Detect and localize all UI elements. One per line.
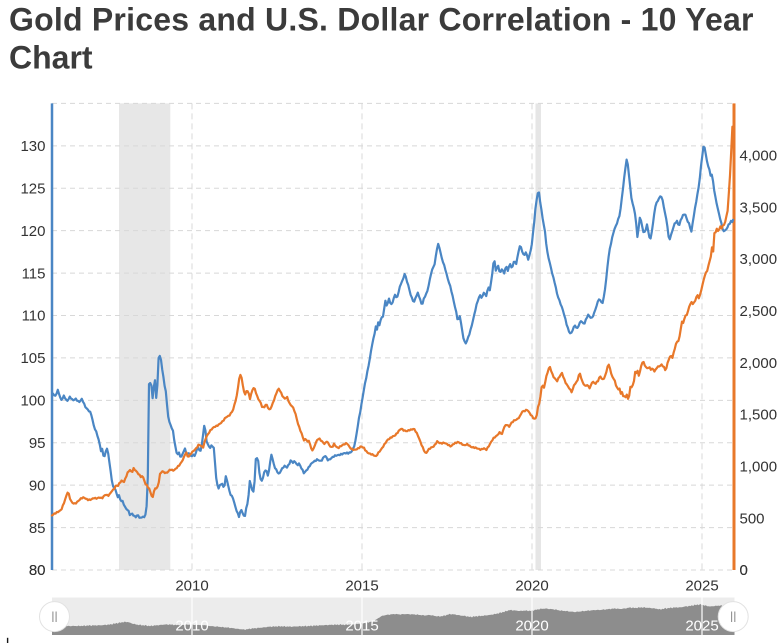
svg-text:80: 80: [29, 562, 46, 579]
svg-text:2,500: 2,500: [740, 303, 778, 320]
svg-text:2025: 2025: [685, 578, 718, 595]
svg-text:130: 130: [20, 138, 45, 155]
svg-text:80: 80: [29, 562, 46, 579]
svg-text:2020: 2020: [515, 578, 548, 595]
svg-text:2,000: 2,000: [740, 355, 778, 372]
svg-text:2010: 2010: [175, 618, 208, 635]
svg-text:125: 125: [20, 180, 45, 197]
svg-text:4,000: 4,000: [740, 147, 778, 164]
svg-text:Chart: Chart: [9, 40, 93, 76]
svg-text:0: 0: [740, 562, 748, 579]
svg-text:1,500: 1,500: [740, 407, 778, 424]
svg-text:115: 115: [22, 265, 46, 282]
svg-text:3,000: 3,000: [740, 251, 778, 268]
svg-text:Gold Prices and U.S. Dollar Co: Gold Prices and U.S. Dollar Correlation …: [9, 2, 754, 38]
svg-text:2010: 2010: [175, 578, 208, 595]
svg-text:105: 105: [20, 350, 45, 367]
svg-text:2025: 2025: [685, 618, 718, 635]
svg-text:95: 95: [29, 435, 46, 452]
svg-text:1,000: 1,000: [740, 459, 778, 476]
svg-text:2015: 2015: [345, 618, 378, 635]
svg-text:90: 90: [29, 477, 46, 494]
svg-text:2020: 2020: [515, 618, 548, 635]
svg-text:0: 0: [740, 562, 748, 579]
svg-text:500: 500: [740, 510, 765, 527]
svg-text:120: 120: [20, 223, 45, 240]
svg-text:3,500: 3,500: [740, 199, 778, 216]
svg-text:2015: 2015: [345, 578, 378, 595]
svg-text:85: 85: [29, 520, 46, 537]
svg-text:110: 110: [22, 308, 46, 325]
svg-text:100: 100: [20, 393, 45, 410]
